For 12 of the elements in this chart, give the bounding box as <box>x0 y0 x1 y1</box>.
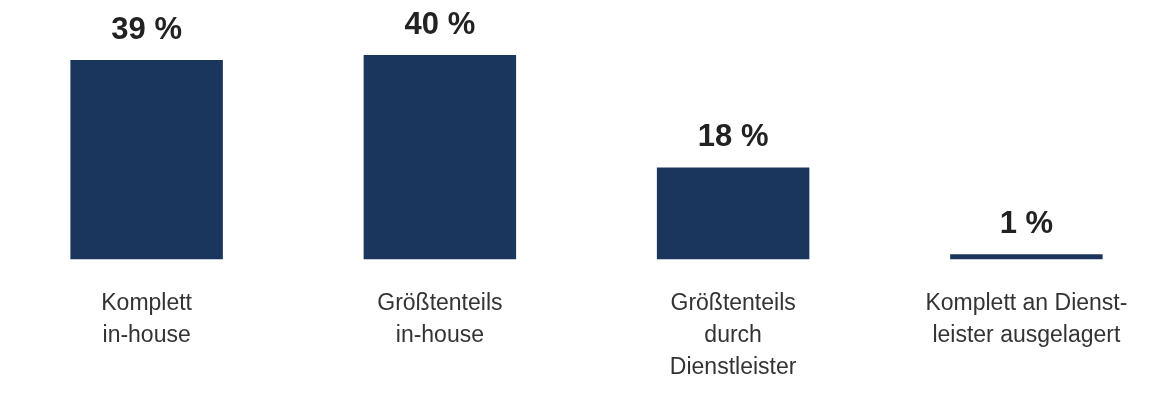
bar <box>70 60 223 260</box>
bar <box>363 55 517 260</box>
x-tick-label: Größtenteils durch Dienstleister <box>669 288 797 380</box>
data-label: 1 % <box>999 205 1054 241</box>
x-tick-label: Komplett in-house <box>101 288 193 348</box>
bar <box>656 167 810 260</box>
data-label: 39 % <box>111 11 182 47</box>
x-tick-label: Größtenteils in-house <box>377 288 503 348</box>
data-label: 40 % <box>404 6 476 42</box>
data-label: 18 % <box>697 118 769 154</box>
bar <box>950 254 1103 260</box>
x-tick-label: Komplett an Dienst- leister ausgelagert <box>925 288 1128 348</box>
